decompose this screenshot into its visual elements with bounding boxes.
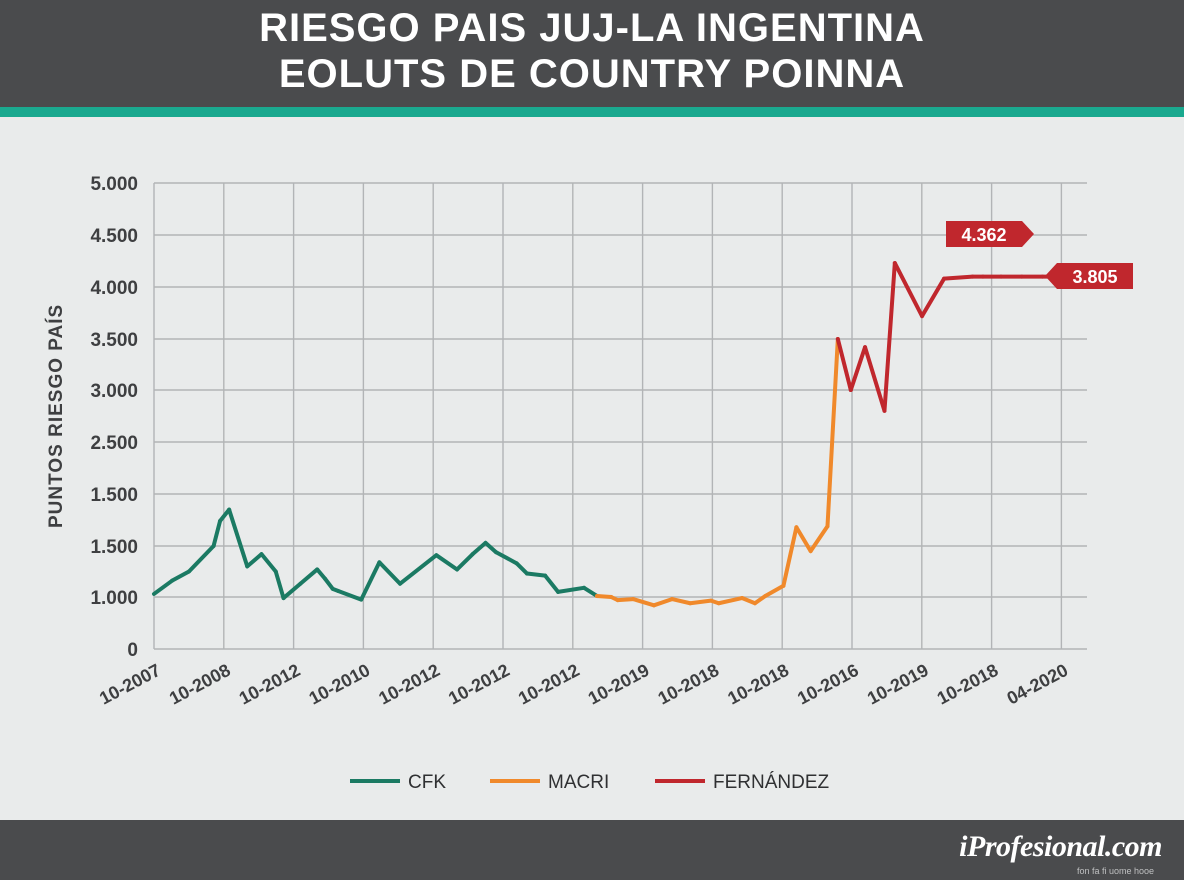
y-tick-label: 1.500 — [90, 485, 138, 506]
x-tick-label: 10-2012 — [375, 660, 443, 709]
series-line-segment — [514, 561, 530, 576]
y-tick-label: 2.500 — [90, 433, 138, 454]
chart-title-line1: RIESGO PAIS JUJ-LA INGENTINA — [259, 6, 925, 50]
series-line-segment — [651, 597, 675, 608]
series-line-segment — [377, 560, 403, 586]
line-chart: 5.000 4.500 4.000 3.500 3.000 2.500 1.500 1.500… — [45, 174, 1133, 793]
series-line-segment — [470, 540, 488, 557]
series-line-segment — [594, 593, 614, 599]
series-line-segment — [398, 553, 439, 586]
series-line-segment — [525, 571, 548, 578]
x-tick-label: 10-2007 — [96, 660, 164, 709]
y-tick-label: 5.000 — [90, 174, 138, 195]
x-tick-label: 10-2018 — [934, 660, 1002, 709]
y-tick-label: 1.000 — [90, 588, 138, 609]
annotation-box — [946, 221, 1034, 247]
series-line-segment — [211, 519, 223, 548]
series-line-segment — [281, 581, 303, 601]
chart-area: 5.000 4.500 4.000 3.500 3.000 2.500 1.500 1.500… — [0, 117, 1184, 820]
x-tick-label: 10-2012 — [236, 660, 304, 709]
series-line-segment — [825, 337, 840, 529]
annotation-callout: 3.805 — [1045, 263, 1133, 289]
x-tick-label: 04-2020 — [1004, 660, 1072, 709]
series-line-segment — [752, 593, 768, 606]
annotation-callout: 4.362 — [946, 221, 1034, 247]
series-line-segment — [273, 569, 286, 601]
series-line-segment — [434, 553, 460, 572]
header-bar — [0, 0, 1184, 107]
series-line-segment — [835, 337, 853, 392]
series-line-segment — [322, 576, 335, 591]
legend-label: CFK — [408, 772, 446, 793]
series-line-segment — [543, 573, 561, 594]
series-line-segment — [892, 261, 925, 319]
brand-tagline: fon fa fi uome hooe — [1076, 866, 1154, 876]
footer-bar: iProfesional.com fon fa fi uome hooe — [0, 820, 1184, 880]
series-line-segment — [483, 540, 498, 555]
x-tick-label: 10-2019 — [585, 660, 653, 709]
series-line-segment — [298, 567, 320, 586]
series-line-segment — [493, 550, 519, 566]
y-tick-label: 4.500 — [90, 226, 138, 247]
legend-label: FERNÁNDEZ — [713, 772, 830, 793]
x-tick-label: 10-2008 — [166, 660, 234, 709]
series-line-segment — [359, 560, 382, 602]
legend-item: FERNÁNDEZ — [655, 772, 830, 793]
series-line-segment — [763, 583, 786, 598]
annotation-box — [1045, 263, 1133, 289]
series-line-segment — [615, 597, 636, 603]
series-line-segment — [740, 596, 757, 606]
series-line-segment — [227, 507, 250, 569]
series-line-segment — [808, 524, 830, 554]
series-line-segment — [335, 588, 364, 602]
series-line-segment — [556, 585, 586, 594]
x-tick-label: 10-2019 — [864, 660, 932, 709]
y-tick-label: 3.000 — [90, 381, 138, 402]
y-axis-title: PUNTOS RIESGO PAÍS — [45, 304, 67, 528]
series-line-segment — [688, 598, 713, 606]
x-tick-label: 10-2018 — [724, 660, 792, 709]
x-tick-label: 10-2012 — [515, 660, 583, 709]
y-tick-label: 0 — [127, 640, 138, 661]
brand-logo: iProfesional.com — [959, 830, 1162, 863]
series-line-segment — [186, 544, 216, 574]
chart-title-line2: EOLUTS DE COUNTRY POINNA — [278, 52, 906, 96]
y-tick-label: 3.500 — [90, 330, 138, 351]
y-tick-label: 1.500 — [90, 537, 138, 558]
series-line-segment — [245, 552, 264, 569]
legend-item: CFK — [350, 772, 446, 793]
series-line-segment — [716, 596, 745, 606]
x-tick-label: 10-2012 — [445, 660, 513, 709]
header-accent-stripe — [0, 107, 1184, 117]
series-line-segment — [781, 525, 799, 588]
series-line-segment — [942, 274, 975, 281]
series-line-segment — [315, 567, 327, 581]
series-line-segment — [863, 345, 887, 413]
series-line-segment — [581, 585, 599, 598]
series-line-segment — [794, 525, 813, 554]
legend-item: MACRI — [490, 772, 609, 793]
x-tick-label: 10-2018 — [655, 660, 723, 709]
x-tick-label: 10-2016 — [794, 660, 862, 709]
x-tick-label: 10-2010 — [306, 660, 374, 709]
series-line-segment — [882, 261, 897, 413]
series-line-segment — [455, 552, 475, 572]
series-line-segment — [920, 276, 947, 319]
series-line-segment — [152, 578, 175, 596]
series-line-segment — [218, 507, 232, 524]
series-line-segment — [170, 569, 191, 583]
annotation-label: 4.362 — [961, 225, 1006, 245]
series-line-segment — [259, 552, 278, 574]
legend-label: MACRI — [548, 772, 609, 793]
series-line-segment — [631, 597, 656, 608]
series-line-segment — [670, 597, 693, 606]
annotation-label: 3.805 — [1072, 267, 1117, 287]
y-tick-label: 4.000 — [90, 278, 138, 299]
series-line-segment — [848, 345, 868, 392]
plot-background — [154, 183, 1097, 649]
